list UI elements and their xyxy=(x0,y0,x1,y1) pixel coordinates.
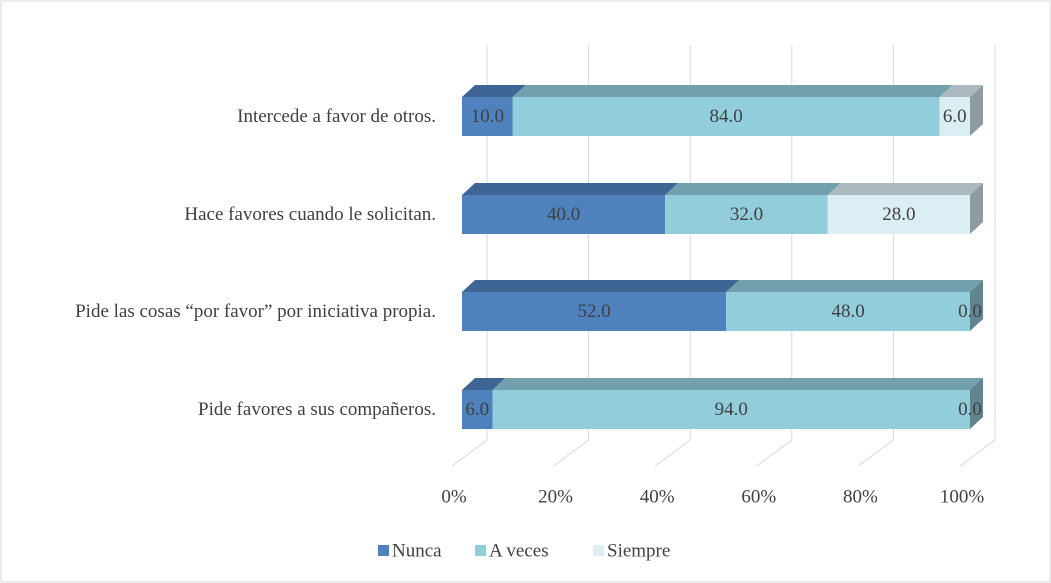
grid-floor-line xyxy=(553,439,589,467)
data-label: 48.0 xyxy=(831,301,864,322)
bar-side xyxy=(970,280,983,331)
x-tick-label: 60% xyxy=(741,486,776,507)
bar-segment xyxy=(462,195,666,234)
x-tick-label: 20% xyxy=(538,486,573,507)
legend-label: Siempre xyxy=(607,540,670,561)
data-label: 0.0 xyxy=(958,301,982,322)
bar-segment xyxy=(726,292,970,331)
legend-swatch xyxy=(378,545,389,556)
grid-floor-line xyxy=(654,439,691,467)
data-label: 40.0 xyxy=(547,204,580,225)
grid-floor-line xyxy=(858,439,894,467)
bar-segment xyxy=(462,390,493,429)
data-label: 0.0 xyxy=(958,399,982,420)
bar-segment xyxy=(512,97,940,136)
x-tick-label: 80% xyxy=(843,486,878,507)
category-label: Hace favores cuando le solicitan. xyxy=(6,203,436,227)
bar-top xyxy=(665,183,841,195)
category-text: Intercede a favor de otros. xyxy=(237,105,436,127)
bar-top xyxy=(939,85,983,97)
legend-swatch xyxy=(475,545,486,556)
bar-top xyxy=(827,183,983,195)
bar-top xyxy=(512,85,953,97)
x-tick-label: 40% xyxy=(640,486,675,507)
bar-top xyxy=(726,280,983,292)
bar-segment xyxy=(492,390,970,429)
data-label: 52.0 xyxy=(577,301,610,322)
data-label: 94.0 xyxy=(715,399,748,420)
data-label: 84.0 xyxy=(710,106,743,127)
bar-top xyxy=(462,183,679,195)
bar-segment xyxy=(665,195,828,234)
category-text: Hace favores cuando le solicitan. xyxy=(184,203,436,225)
data-label: 6.0 xyxy=(943,106,967,127)
grid-floor-line xyxy=(959,439,996,467)
category-label: Pide favores a sus compañeros. xyxy=(6,398,436,422)
grid-floor-line xyxy=(451,439,488,467)
bar-segment xyxy=(462,97,513,136)
bar-top xyxy=(492,378,983,390)
category-label: Intercede a favor de otros. xyxy=(6,105,436,129)
bar-side xyxy=(970,378,983,429)
bar-side xyxy=(970,85,983,136)
legend-label: A veces xyxy=(489,540,549,561)
bar-top xyxy=(462,85,526,97)
x-tick-label: 0% xyxy=(441,486,467,507)
category-label: Pide las cosas “por favor” por iniciativ… xyxy=(6,300,436,324)
category-text: Pide favores a sus compañeros. xyxy=(198,398,436,420)
data-label: 10.0 xyxy=(471,106,504,127)
bar-top xyxy=(462,280,740,292)
data-label: 6.0 xyxy=(465,399,489,420)
bar-segment xyxy=(462,292,727,331)
bar-side xyxy=(970,183,983,234)
bar-segment xyxy=(827,195,970,234)
bar-top xyxy=(462,378,506,390)
legend-swatch xyxy=(593,545,604,556)
bar-segment xyxy=(939,97,970,136)
legend-label: Nunca xyxy=(392,540,442,561)
x-tick-label: 100% xyxy=(940,486,985,507)
data-label: 28.0 xyxy=(882,204,915,225)
data-label: 32.0 xyxy=(730,204,763,225)
grid-floor-line xyxy=(756,439,793,467)
category-text: Pide las cosas “por favor” por iniciativ… xyxy=(75,300,436,322)
